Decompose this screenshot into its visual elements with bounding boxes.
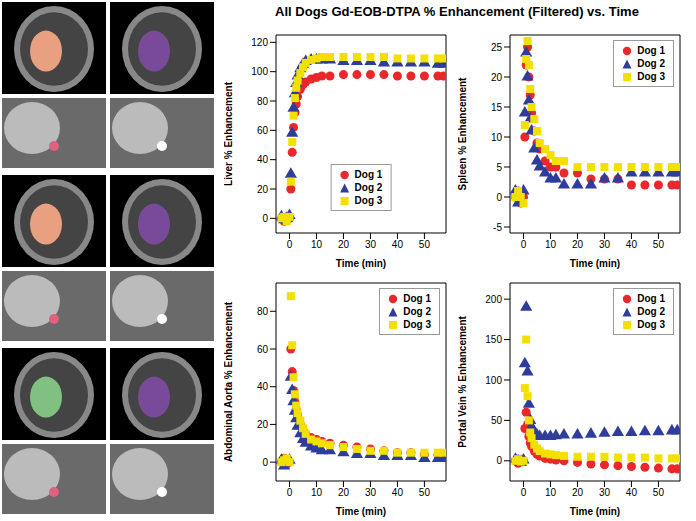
svg-text:150: 150 <box>485 334 502 345</box>
svg-text:30: 30 <box>599 487 611 498</box>
svg-text:10: 10 <box>545 239 557 250</box>
html-text:Dog 1: Dog 1 <box>403 293 431 304</box>
svg-text:60: 60 <box>257 125 269 136</box>
svg-text:40: 40 <box>257 154 269 165</box>
svg-text:40: 40 <box>626 239 638 250</box>
svg-text:10: 10 <box>545 487 557 498</box>
html-text:Dog 3: Dog 3 <box>637 319 665 330</box>
svg-text:25: 25 <box>491 42 503 53</box>
html-text:Dog 3: Dog 3 <box>403 319 431 330</box>
svg-text:Abdominal Aorta % Enhancement: Abdominal Aorta % Enhancement <box>224 301 234 462</box>
svg-text:50: 50 <box>653 239 665 250</box>
svg-text:0: 0 <box>496 455 502 466</box>
svg-text:80: 80 <box>257 96 269 107</box>
svg-text:200: 200 <box>485 294 502 305</box>
svg-text:100: 100 <box>485 375 502 386</box>
html-text:Dog 1: Dog 1 <box>354 169 383 180</box>
svg-text:30: 30 <box>365 487 377 498</box>
svg-text:20: 20 <box>257 184 269 195</box>
svg-text:20: 20 <box>257 419 269 430</box>
html-text:Dog 3: Dog 3 <box>637 71 665 82</box>
svg-text:20: 20 <box>338 487 350 498</box>
svg-text:0: 0 <box>262 213 268 224</box>
html-text:Dog 3: Dog 3 <box>354 195 383 206</box>
svg-text:0: 0 <box>496 192 502 203</box>
svg-text:50: 50 <box>419 239 431 250</box>
svg-text:Liver % Enhancement: Liver % Enhancement <box>224 81 234 186</box>
html-text:Dog 1: Dog 1 <box>637 293 665 304</box>
svg-text:0: 0 <box>287 239 293 250</box>
svg-text:0: 0 <box>262 457 268 468</box>
svg-text:Time (min): Time (min) <box>570 506 620 517</box>
svg-text:100: 100 <box>251 66 268 77</box>
html-text:Dog 2: Dog 2 <box>637 58 665 69</box>
svg-text:15: 15 <box>491 102 503 113</box>
svg-text:20: 20 <box>338 239 350 250</box>
svg-text:60: 60 <box>257 344 269 355</box>
svg-text:50: 50 <box>653 487 665 498</box>
svg-text:10: 10 <box>311 239 323 250</box>
svg-text:0: 0 <box>287 487 293 498</box>
svg-text:40: 40 <box>392 239 404 250</box>
svg-text:40: 40 <box>392 487 404 498</box>
svg-text:Time (min): Time (min) <box>336 258 386 269</box>
html-text:Dog 2: Dog 2 <box>403 306 431 317</box>
svg-text:120: 120 <box>251 37 268 48</box>
svg-text:-5: -5 <box>493 222 502 233</box>
svg-text:0: 0 <box>521 239 527 250</box>
html-text:Dog 1: Dog 1 <box>637 45 665 56</box>
svg-text:50: 50 <box>491 415 503 426</box>
svg-text:5: 5 <box>496 162 502 173</box>
svg-text:50: 50 <box>419 487 431 498</box>
svg-text:30: 30 <box>599 239 611 250</box>
svg-text:30: 30 <box>365 239 377 250</box>
svg-text:Portal Vein % Enhancement: Portal Vein % Enhancement <box>458 315 468 447</box>
html-text:All Dogs Gd-EOB-DTPA % Enhance: All Dogs Gd-EOB-DTPA % Enhancement (Filt… <box>275 4 639 19</box>
svg-text:Spleen % Enhancement: Spleen % Enhancement <box>458 77 468 190</box>
svg-text:20: 20 <box>572 487 584 498</box>
svg-text:10: 10 <box>491 132 503 143</box>
svg-text:20: 20 <box>572 239 584 250</box>
svg-text:40: 40 <box>257 381 269 392</box>
svg-text:Time (min): Time (min) <box>336 506 386 517</box>
html-text:Dog 2: Dog 2 <box>354 182 383 193</box>
svg-text:0: 0 <box>521 487 527 498</box>
svg-text:Time (min): Time (min) <box>570 258 620 269</box>
svg-text:80: 80 <box>257 306 269 317</box>
svg-text:40: 40 <box>626 487 638 498</box>
svg-text:10: 10 <box>311 487 323 498</box>
svg-text:20: 20 <box>491 72 503 83</box>
html-text:Dog 2: Dog 2 <box>637 306 665 317</box>
